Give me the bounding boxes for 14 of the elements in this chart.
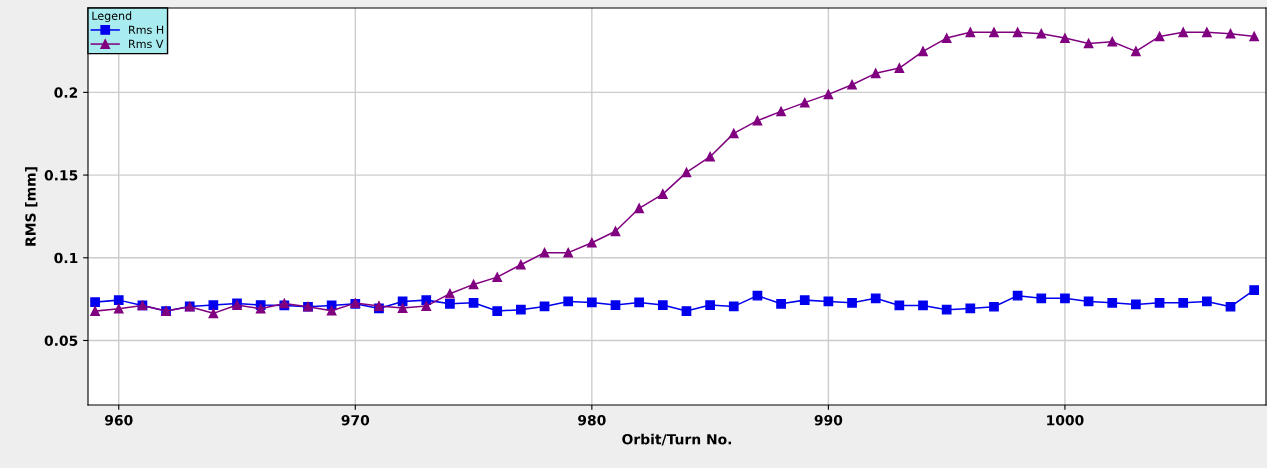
x-tick-label: 970 — [341, 414, 370, 426]
y-tick-label: 0.2 — [54, 87, 78, 98]
x-tick-label: 960 — [104, 414, 133, 426]
x-axis-title: Orbit/Turn No. — [622, 433, 732, 446]
y-tick-label: 0.15 — [44, 170, 78, 181]
x-tick-label: 980 — [578, 414, 606, 426]
y-axis-title: RMS [mm] — [25, 167, 38, 246]
legend-label: Rms V — [129, 39, 164, 49]
x-tick-label: 1000 — [1047, 414, 1084, 426]
legend-title: Legend — [92, 11, 132, 23]
y-tick-label: 0.1 — [54, 252, 78, 264]
y-tick-label: 0.05 — [44, 335, 78, 346]
x-tick-label: 990 — [814, 414, 843, 426]
legend-label: Rms H — [129, 25, 164, 35]
